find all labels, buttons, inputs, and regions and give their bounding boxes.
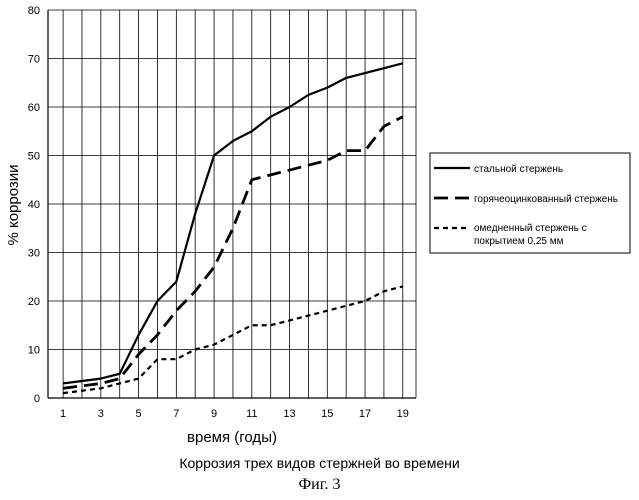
legend-label-1: стальной стержень xyxy=(474,164,563,175)
x-axis-title: время (годы) xyxy=(187,429,277,446)
y-tick-label: 60 xyxy=(28,102,40,114)
x-tick-label: 11 xyxy=(246,408,257,420)
chart-title: Коррозия трех видов стержней во времени xyxy=(0,455,639,471)
y-tick-label: 20 xyxy=(28,296,40,308)
x-tick-label: 3 xyxy=(98,408,104,420)
x-tick-label: 9 xyxy=(211,408,217,420)
y-tick-label: 40 xyxy=(28,199,40,211)
grid-lines xyxy=(48,10,416,398)
x-tick-label: 19 xyxy=(397,408,409,420)
x-tick-label: 17 xyxy=(359,408,371,420)
y-tick-label: 30 xyxy=(28,248,40,260)
y-tick-label: 50 xyxy=(28,151,40,163)
x-tick-label: 1 xyxy=(60,408,66,420)
tick-labels: 01020304050607080135791113151719 xyxy=(28,5,409,420)
y-axis-title: % коррозии xyxy=(5,164,22,245)
x-tick-label: 5 xyxy=(136,408,142,420)
y-tick-label: 10 xyxy=(28,345,40,357)
figure-caption: Фиг. 3 xyxy=(0,476,639,494)
legend-label-2: горячеоцинкованный стержень xyxy=(474,194,618,205)
y-tick-label: 80 xyxy=(28,5,40,17)
y-tick-label: 70 xyxy=(28,54,40,66)
legend-label-3: омедненный стержень с xyxy=(474,223,587,234)
x-tick-label: 13 xyxy=(283,408,295,420)
x-tick-label: 15 xyxy=(321,408,333,420)
legend: стальной стержень горячеоцинкованный стер… xyxy=(430,153,630,253)
x-tick-label: 7 xyxy=(173,408,179,420)
y-tick-label: 0 xyxy=(34,393,40,405)
legend-label-3: покрытием 0,25 мм xyxy=(474,236,564,247)
